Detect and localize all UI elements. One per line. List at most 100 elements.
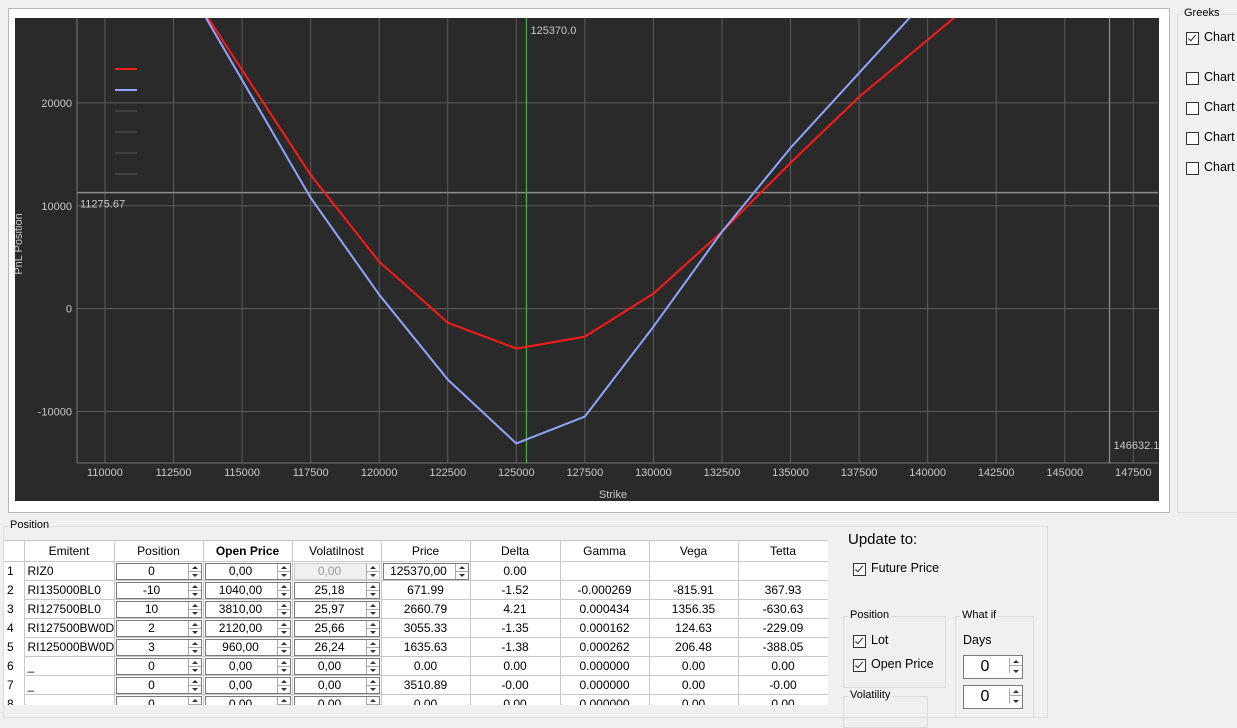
spinner-down[interactable] [187,564,201,579]
spinner-down[interactable] [276,678,290,693]
spin-box[interactable]: 26,24 [293,638,380,656]
spin-box[interactable]: 0 [115,695,202,706]
cell-value[interactable]: 0,00 [317,563,342,578]
spin-box[interactable]: 0,00 [204,562,291,580]
cell-value[interactable]: 0 [148,563,155,578]
cell-value[interactable]: -10 [142,582,161,597]
spinner-down[interactable] [365,621,379,636]
checkbox-label[interactable]: Chart [1204,130,1235,144]
spin-box[interactable]: -10 [115,581,202,599]
spinner-down[interactable] [1008,658,1022,675]
spin-box[interactable]: 0,00 [204,695,291,706]
spinner-down[interactable] [365,697,379,706]
cell-value[interactable]: 0,00 [317,677,342,692]
checkbox-label[interactable]: Lot [871,633,889,647]
spinner-buttons[interactable] [1008,658,1022,675]
spin-box[interactable]: 1040,00 [204,581,291,599]
cell-value[interactable]: 0,00 [317,696,342,706]
cell-value[interactable]: 3 [148,639,155,654]
checkbox[interactable] [1186,102,1199,115]
checkbox[interactable] [853,635,866,648]
spinner-down[interactable] [365,640,379,655]
spinner-down[interactable] [276,640,290,655]
spinner-down[interactable] [187,678,201,693]
cell-value[interactable]: 0,00 [228,696,253,706]
spinner-down[interactable] [365,659,379,674]
spin-box[interactable]: 25,18 [293,581,380,599]
cell-value[interactable]: 0,00 [228,677,253,692]
spin-box[interactable]: 0 [115,676,202,694]
cell-value[interactable]: 960,00 [222,639,259,654]
spinner-down[interactable] [276,602,290,617]
checkbox-label[interactable]: Chart [1204,160,1235,174]
spin-box[interactable]: 0 [115,562,202,580]
spinner-value[interactable]: 0 [980,658,990,675]
checkbox[interactable] [1186,72,1199,85]
spin-box[interactable]: 0,00 [293,695,380,706]
cell-value[interactable]: 2 [148,620,155,635]
spinner-down[interactable] [276,621,290,636]
spinner[interactable]: 0 [963,685,1023,709]
cell-value[interactable]: 25,97 [314,601,345,616]
spin-box[interactable]: 25,97 [293,600,380,618]
spinner-down[interactable] [276,697,290,706]
spinner-down[interactable] [365,564,379,579]
checkbox-label[interactable]: Chart [1204,30,1235,44]
spin-box[interactable]: 3 [115,638,202,656]
spin-box[interactable]: 0,00 [204,657,291,675]
spinner-down[interactable] [365,583,379,598]
cell-value[interactable]: 26,24 [314,639,345,654]
cell-value[interactable]: 0 [148,677,155,692]
spin-box[interactable]: 0,00 [293,657,380,675]
spinner-buttons[interactable] [1008,688,1022,705]
spin-box[interactable]: 0 [115,657,202,675]
cell-value[interactable]: 25,18 [314,582,345,597]
spinner-down[interactable] [276,564,290,579]
spin-box[interactable]: 25,66 [293,619,380,637]
spinner-down[interactable] [187,659,201,674]
spin-box[interactable]: 3810,00 [204,600,291,618]
checkbox-label[interactable]: Open Price [871,657,934,671]
checkbox-label[interactable]: Chart [1204,100,1235,114]
spinner-down[interactable] [454,564,468,579]
y-tick-label: -10000 [38,407,72,419]
spinner-down[interactable] [276,583,290,598]
spinner-down[interactable] [187,583,201,598]
spin-box[interactable]: 0,00 [293,676,380,694]
checkbox[interactable] [1186,162,1199,175]
cell-value[interactable]: 125370,00 [390,563,447,578]
spin-box[interactable]: 125370,00 [382,562,469,580]
spinner-down[interactable] [187,640,201,655]
spinner-down[interactable] [276,659,290,674]
checkbox[interactable] [1186,32,1199,45]
spinner[interactable]: 0 [963,655,1023,679]
spin-box[interactable]: 2120,00 [204,619,291,637]
spinner-value[interactable]: 0 [980,688,990,705]
spin-box[interactable]: 960,00 [204,638,291,656]
spin-box[interactable]: 10 [115,600,202,618]
spin-box[interactable]: 2 [115,619,202,637]
spinner-down[interactable] [365,602,379,617]
spinner-down[interactable] [1008,688,1022,705]
spinner-down[interactable] [365,678,379,693]
checkbox-label[interactable]: Chart [1204,70,1235,84]
checkbox[interactable] [1186,132,1199,145]
spinner-down[interactable] [187,602,201,617]
checkbox[interactable] [853,659,866,672]
checkbox[interactable] [853,563,866,576]
spinner-down[interactable] [187,697,201,706]
cell-value[interactable]: 10 [144,601,159,616]
cell-value[interactable]: 0 [148,696,155,706]
cell-value[interactable]: 0 [148,658,155,673]
checkbox-label[interactable]: Future Price [871,561,940,575]
cell-value[interactable]: 25,66 [314,620,345,635]
cell-value[interactable]: 2120,00 [218,620,263,635]
cell-value[interactable]: 0,00 [228,658,253,673]
cell-value[interactable]: 0,00 [317,658,342,673]
cell-value[interactable]: 0,00 [228,563,253,578]
cell-value[interactable]: 1040,00 [218,582,263,597]
spin-box[interactable]: 0,00 [293,562,380,580]
spin-box[interactable]: 0,00 [204,676,291,694]
spinner-down[interactable] [187,621,201,636]
cell-value[interactable]: 3810,00 [218,601,263,616]
